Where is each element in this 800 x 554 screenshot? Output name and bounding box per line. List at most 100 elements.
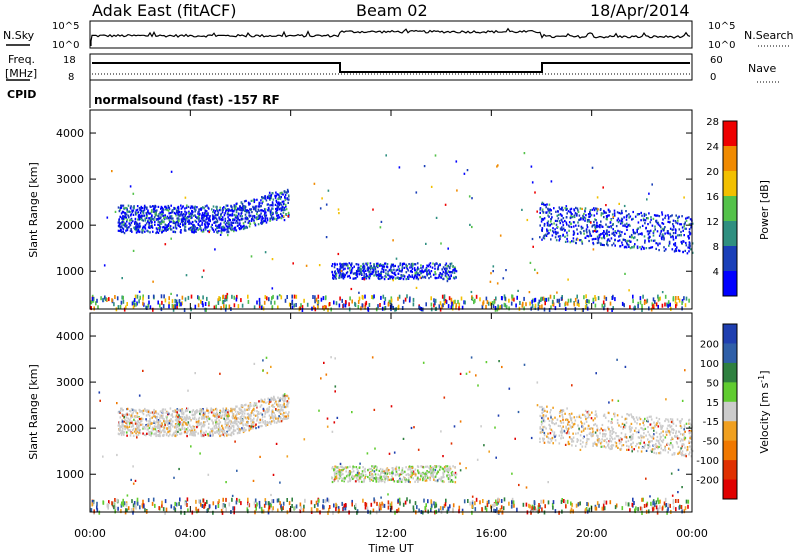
echo-cell [132,411,134,414]
echo-cell [357,475,359,478]
echo-cell [286,295,288,299]
echo-cell [596,427,599,430]
echo-cell [242,227,245,231]
echo-cell [137,223,139,226]
echo-cell [141,411,144,414]
echo-cell [215,304,217,309]
echo-cell [585,214,587,217]
echo-cell [352,476,354,479]
echo-cell [673,243,675,246]
echo-cell [278,201,280,204]
echo-cell [427,476,429,479]
echo-cell [640,219,642,222]
echo-cell [278,408,281,412]
echo-cell [171,299,174,304]
echo-cell [227,208,229,211]
echo-cell [517,289,519,292]
echo-cell [410,262,413,266]
echo-cell [339,474,341,477]
echo-cell [122,295,124,300]
echo-cell [120,212,123,215]
echo-cell [365,277,368,280]
echo-cell [583,295,585,300]
echo-cell [247,209,250,212]
echo-cell [331,476,333,479]
echo-cell [441,294,444,299]
echo-cell [285,191,288,194]
echo-cell [380,272,382,275]
echo-cell [227,416,230,419]
echo-cell [654,300,656,304]
echo-cell [240,412,242,415]
echo-cell [246,209,248,212]
echo-cell [282,208,284,211]
echo-cell [473,300,475,305]
echo-cell [490,301,492,306]
echo-cell [656,230,659,233]
echo-cell [247,294,249,299]
echo-cell [580,232,582,235]
echo-cell [157,424,160,427]
echo-cell [246,211,248,214]
echo-cell [264,219,266,223]
echo-cell [156,228,159,231]
echo-cell [208,216,211,220]
echo-cell [271,296,273,301]
echo-cell [223,435,226,438]
echo-cell [332,277,334,280]
echo-cell [182,223,184,226]
echo-cell [574,419,577,422]
echo-cell [132,434,135,437]
echo-cell [646,298,649,303]
echo-cell [111,170,113,173]
echo-cell [608,230,610,233]
echo-cell [658,249,660,252]
echo-cell [534,303,537,308]
echo-cell [645,213,647,216]
echo-cell [670,236,672,239]
echo-cell [242,207,244,210]
echo-cell [605,223,607,226]
echo-cell [572,230,575,233]
echo-cell [536,271,539,275]
echo-cell [250,425,253,428]
echo-cell [631,246,633,249]
echo-cell [593,423,595,427]
echo-cell [626,239,629,242]
echo-cell [426,270,428,273]
echo-cell [443,467,445,470]
echo-cell [374,465,377,468]
echo-cell [135,209,138,212]
echo-cell [549,294,552,299]
echo-cell [188,415,191,419]
echo-cell [643,246,645,249]
echo-cell [682,229,684,232]
echo-cell [331,480,334,484]
echo-cell [214,211,216,214]
echo-cell [636,246,639,250]
echo-cell [410,264,412,267]
echo-cell [122,204,125,207]
echo-cell [150,422,152,425]
echo-cell [167,217,170,220]
echo-cell [266,407,269,410]
echo-cell [191,434,194,437]
echo-cell [150,430,153,433]
echo-cell [281,214,283,217]
echo-cell [287,194,290,197]
echo-cell [256,218,258,221]
echo-cell [193,427,195,430]
echo-cell [130,218,133,222]
echo-cell [573,225,575,228]
echo-cell [252,199,255,202]
echo-cell [252,427,254,430]
echo-cell [221,216,224,219]
echo-cell [180,212,183,216]
colorbar-tick: 16 [706,192,719,203]
echo-cell [540,296,542,301]
echo-cell [167,206,170,209]
echo-cell [264,415,266,418]
echo-cell [618,211,620,215]
echo-cell [648,236,650,239]
